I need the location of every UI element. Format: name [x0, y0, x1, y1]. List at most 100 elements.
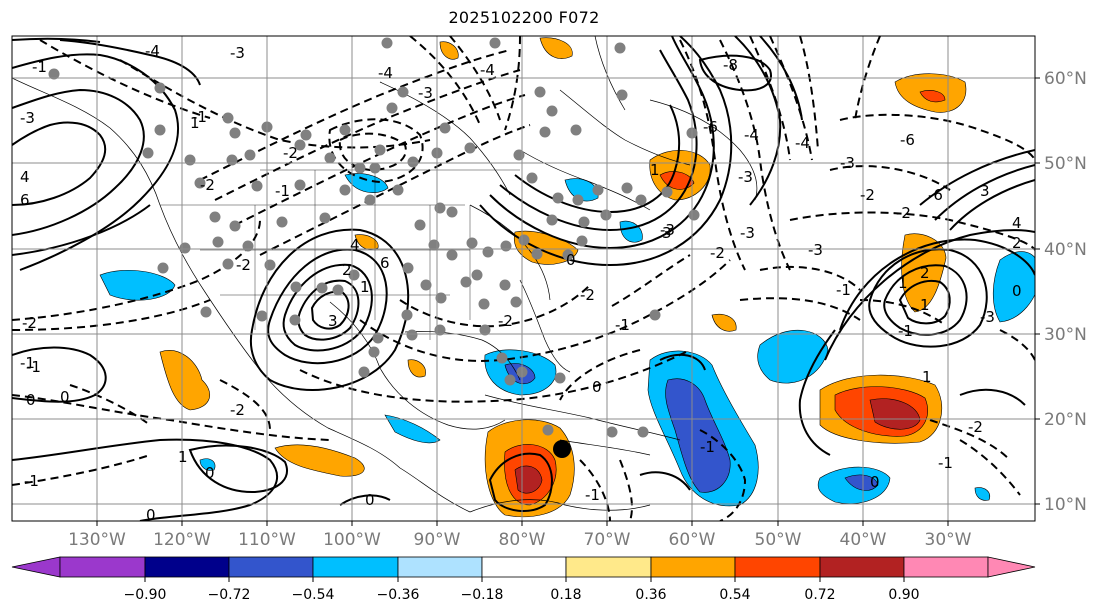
- colorbar-extend-low: [11, 556, 61, 578]
- contour-label: -8: [723, 56, 738, 74]
- contour-label: 1: [920, 296, 930, 314]
- contour-label: 2: [342, 261, 352, 279]
- contour-label: -4: [744, 126, 759, 144]
- contour-label: 0: [205, 464, 215, 482]
- contour-label: -1: [700, 438, 715, 456]
- latitude-labels: 60°N 50°N 40°N 30°N 20°N 10°N: [1044, 69, 1087, 515]
- colorbar-tick-label: −0.90: [124, 587, 167, 603]
- contour-label: 1: [922, 368, 932, 386]
- shade-cooler-sa: [844, 474, 879, 491]
- lat-label-20n: 20°N: [1044, 410, 1087, 430]
- colorbar-bin: [397, 556, 483, 578]
- shade-core-atlantic: [869, 398, 921, 430]
- colorbar-bin: [565, 556, 652, 578]
- contour-label: 6: [380, 254, 390, 272]
- contour-label: 4: [350, 236, 360, 254]
- shade-cool-east-coast: [564, 178, 599, 202]
- contour-label: -3: [418, 84, 433, 102]
- colorbar-bin: [481, 556, 567, 578]
- colorbar-bin: [734, 556, 821, 578]
- colorbar-tick-label: −0.54: [292, 587, 335, 603]
- lat-label-50n: 50°N: [1044, 154, 1087, 174]
- colorbar-tick-label: 0.90: [888, 587, 919, 603]
- shade-warm-labrador: [539, 37, 573, 59]
- colorbar-bin: [903, 556, 989, 578]
- contour-label: 6: [20, 191, 30, 209]
- contour-label: 0: [146, 506, 156, 524]
- contour-label: 0: [592, 378, 602, 396]
- contour-label: -6: [928, 186, 943, 204]
- contour-label: -2: [968, 418, 983, 436]
- contour-label: 1: [178, 448, 188, 466]
- contour-label: -2: [200, 176, 215, 194]
- shade-cool-small-coast: [974, 487, 990, 501]
- contour-label: -1: [836, 281, 851, 299]
- shade-warm-nc: [354, 234, 379, 250]
- lon-label-50w: 50°W: [755, 530, 802, 550]
- contour-label: -4: [145, 42, 160, 60]
- colorbar-bin: [312, 556, 399, 578]
- contour-label: 2: [920, 264, 930, 282]
- contour-labels: -1 -3 -4 -1 -2 -3 -4 -2 -1 -2 -3 -4 -8 -…: [20, 42, 1022, 524]
- colorbar-tick-label: 0.72: [804, 587, 835, 603]
- contour-label: -1: [192, 108, 207, 126]
- contour-label: -3: [738, 168, 753, 186]
- contour-label: -1: [275, 182, 290, 200]
- colorbar-bin: [59, 556, 146, 578]
- colorbar-ticks: [144, 577, 905, 582]
- contour-label: -1: [20, 354, 35, 372]
- shade-cool-plains: [344, 173, 389, 193]
- contour-label: 2: [1012, 234, 1022, 252]
- contour-label: 4: [20, 168, 30, 186]
- contour-label: -3: [20, 109, 35, 127]
- lon-label-130w: 130°W: [68, 530, 126, 550]
- contour-label: 0: [870, 473, 880, 491]
- lon-label-60w: 60°W: [669, 530, 716, 550]
- colorbar-tick-label: 0.18: [550, 587, 581, 603]
- contour-label: 0: [1012, 282, 1022, 300]
- contour-label: -3: [230, 44, 245, 62]
- colorbar-bin: [144, 556, 230, 578]
- contour-label: -2: [710, 244, 725, 262]
- contour-label: -2: [22, 314, 37, 332]
- lat-label-10n: 10°N: [1044, 495, 1087, 515]
- coastlines: [12, 36, 758, 513]
- lon-label-80w: 80°W: [499, 530, 546, 550]
- colorbar-tick-label: −0.18: [461, 587, 504, 603]
- shade-cool-eastatl: [992, 251, 1035, 323]
- contour-label: -4: [795, 134, 810, 152]
- colorbar-tick-label: −0.36: [377, 587, 420, 603]
- contour-label: -1: [615, 316, 630, 334]
- contour-label: -3: [740, 224, 755, 242]
- longitude-labels: 130°W 120°W 110°W 100°W 90°W 80°W 70°W 6…: [68, 530, 972, 550]
- colorbar-bin: [650, 556, 736, 578]
- lon-label-100w: 100°W: [323, 530, 381, 550]
- shade-warm-710: [711, 313, 737, 332]
- contour-label: 3: [662, 224, 672, 242]
- colorbar-bin: [228, 556, 314, 578]
- lat-ticks: [1035, 77, 1040, 505]
- contour-label: -1: [585, 486, 600, 504]
- lon-label-70w: 70°W: [584, 530, 631, 550]
- lat-label-30n: 30°N: [1044, 325, 1087, 345]
- map-title: 2025102200 F072: [448, 8, 600, 27]
- contour-label: -2: [498, 312, 513, 330]
- colorbar-tick-label: −0.72: [208, 587, 251, 603]
- shade-warm-gulfsmall: [407, 359, 426, 378]
- lon-ticks: [96, 521, 949, 526]
- contour-label: 0: [365, 491, 375, 509]
- contour-label: 3: [328, 312, 338, 330]
- contour-label: 0: [60, 388, 70, 406]
- contour-label: 3: [980, 182, 990, 200]
- contour-label: -1: [24, 472, 39, 490]
- contour-label: 4: [1012, 214, 1022, 232]
- shade-warm-epac: [274, 444, 365, 477]
- contour-label: -2: [236, 256, 251, 274]
- shade-cool-west: [99, 269, 176, 301]
- lon-label-90w: 90°W: [414, 530, 461, 550]
- contour-label: 0: [26, 391, 36, 409]
- contour-label: -1: [938, 454, 953, 472]
- colorbar-extend-high: [987, 556, 1036, 578]
- contour-label: 1: [360, 278, 370, 296]
